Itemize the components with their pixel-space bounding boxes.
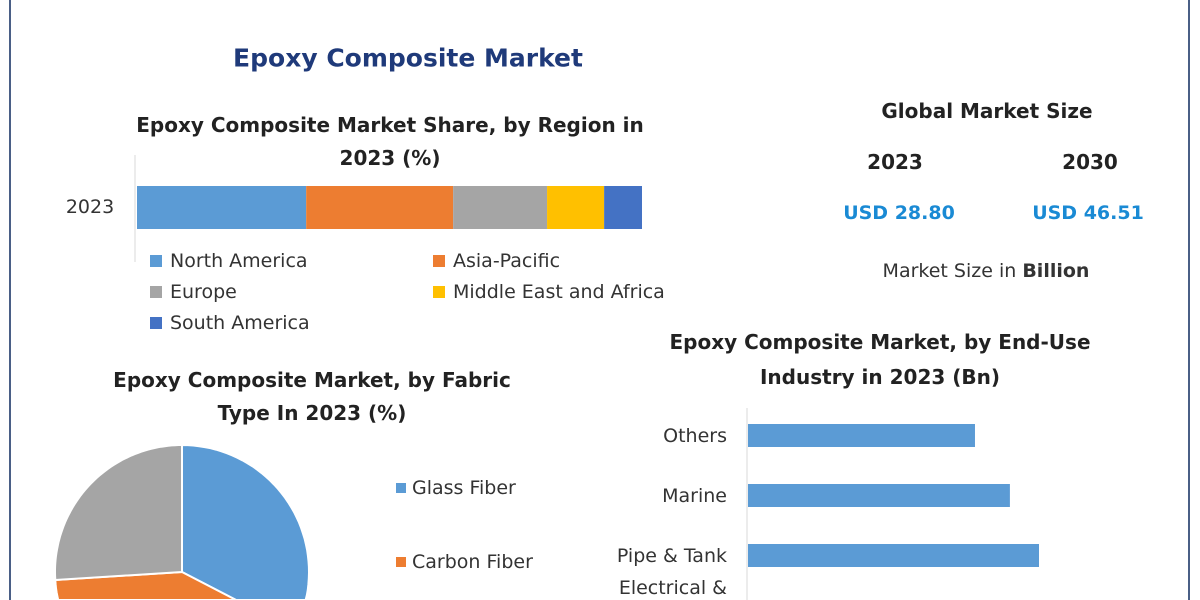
enduse-title-line1: Epoxy Composite Market, by End-Use bbox=[669, 330, 1091, 354]
unit-bold: Billion bbox=[1022, 260, 1090, 282]
frame-border-right bbox=[1188, 0, 1190, 600]
region-chart-title-line1: Epoxy Composite Market Share, by Region … bbox=[136, 113, 644, 137]
enduse-bar-0 bbox=[748, 424, 975, 447]
enduse-bar-1 bbox=[748, 484, 1010, 507]
region-category-label: 2023 bbox=[65, 196, 115, 218]
legend-swatch-2 bbox=[150, 286, 162, 298]
legend-label-0: North America bbox=[170, 250, 308, 272]
legend-swatch-1 bbox=[433, 255, 445, 267]
value-2030: USD 46.51 bbox=[1032, 202, 1144, 224]
unit-note: Market Size in Billion bbox=[883, 260, 1090, 282]
region-chart-title-line2: 2023 (%) bbox=[339, 146, 441, 170]
pie-title-line2: Type In 2023 (%) bbox=[217, 401, 407, 425]
legend-label-3: Middle East and Africa bbox=[453, 281, 665, 303]
region-bar-asia-pacific bbox=[306, 186, 454, 229]
enduse-title-line2: Industry in 2023 (Bn) bbox=[759, 365, 1001, 389]
legend-label-2: Europe bbox=[170, 281, 237, 303]
frame-border-left bbox=[9, 0, 11, 600]
enduse-bar-2 bbox=[748, 544, 1039, 567]
legend-label-4: South America bbox=[170, 312, 310, 334]
value-2023: USD 28.80 bbox=[843, 202, 955, 224]
year-2023: 2023 bbox=[867, 150, 923, 174]
pie-slice-0 bbox=[181, 443, 311, 600]
pie-legend-label-1: Carbon Fiber bbox=[412, 551, 533, 573]
unit-prefix: Market Size in bbox=[882, 260, 1023, 282]
enduse-category-label-0: Others bbox=[663, 425, 727, 447]
legend-swatch-0 bbox=[150, 255, 162, 267]
legend-swatch-4 bbox=[150, 317, 162, 329]
region-bar-europe bbox=[453, 186, 548, 229]
enduse-category-label-3: Electrical & bbox=[618, 577, 727, 599]
pie-slice-1 bbox=[54, 570, 237, 600]
pie-slice-2 bbox=[54, 444, 183, 582]
global-size-title: Global Market Size bbox=[881, 99, 1093, 123]
pie-legend-label-0: Glass Fiber bbox=[412, 477, 516, 499]
region-bar-north-america bbox=[137, 186, 307, 229]
main-title: Epoxy Composite Market bbox=[233, 43, 583, 73]
enduse-category-label-2: Pipe & Tank bbox=[616, 545, 727, 567]
region-bar-middle-east-and-africa bbox=[547, 186, 605, 229]
enduse-category-label-1: Marine bbox=[662, 485, 727, 507]
legend-label-1: Asia-Pacific bbox=[453, 250, 561, 272]
pie-title-line1: Epoxy Composite Market, by Fabric bbox=[113, 368, 511, 392]
region-bar-south-america bbox=[604, 186, 642, 229]
year-2030: 2030 bbox=[1062, 150, 1118, 174]
pie-legend-swatch-1 bbox=[396, 557, 406, 567]
legend-swatch-3 bbox=[433, 286, 445, 298]
pie-legend-swatch-0 bbox=[396, 483, 406, 493]
